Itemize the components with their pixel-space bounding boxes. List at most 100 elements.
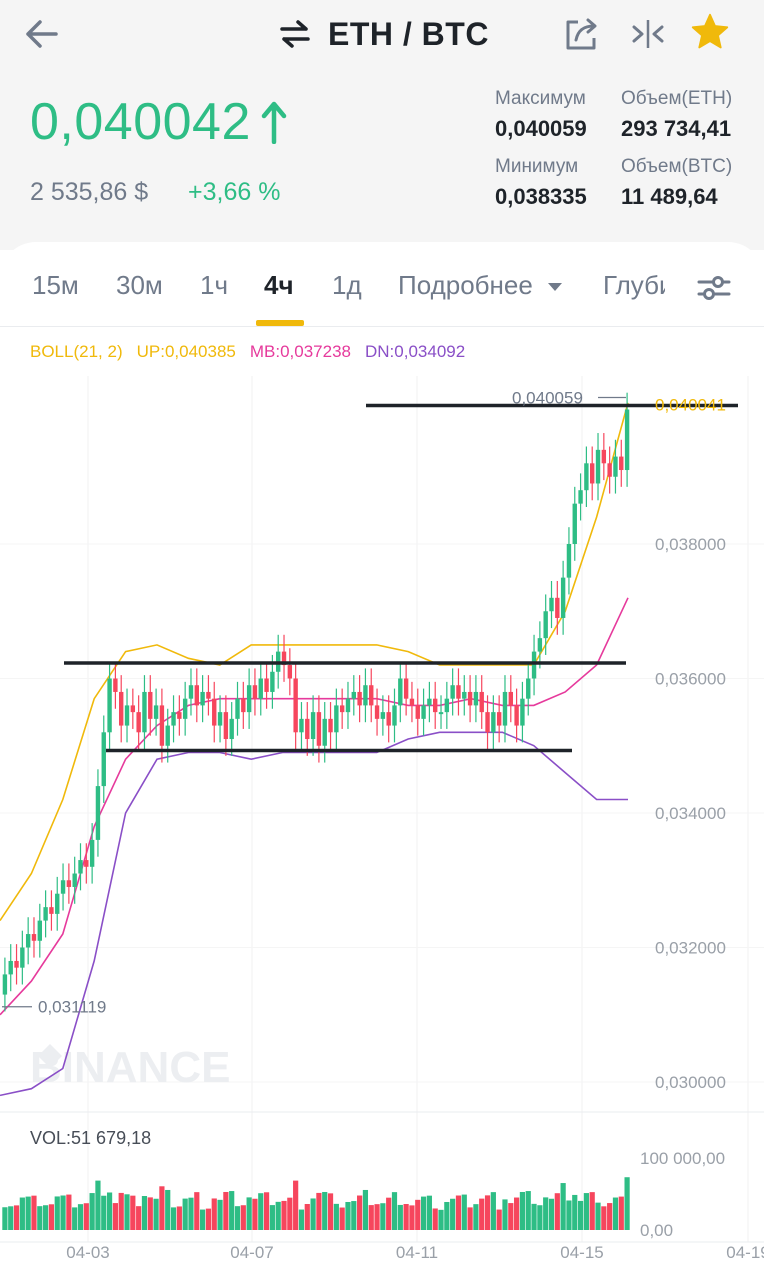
candle-body bbox=[310, 712, 316, 740]
star-icon[interactable] bbox=[690, 12, 730, 52]
tab-more[interactable]: Подробнее bbox=[398, 270, 564, 301]
drawn-lines bbox=[64, 403, 738, 753]
candle-body bbox=[566, 544, 572, 578]
arrow-left-icon[interactable] bbox=[22, 16, 62, 52]
price-annotations: 0,040059 0,040041 0,031119 bbox=[2, 389, 726, 1017]
last-price-value: 0,040042 bbox=[30, 93, 251, 151]
compare-icon[interactable] bbox=[628, 14, 668, 54]
candle-body bbox=[409, 698, 415, 706]
volume-bar bbox=[455, 1195, 462, 1230]
time-axis: 04-03 04-07 04-11 04-15 04-19 bbox=[66, 1243, 764, 1262]
volume-bar bbox=[391, 1192, 398, 1230]
tab-depth[interactable]: Глуби bbox=[603, 270, 665, 300]
fiat-price: 2 535,86 $ bbox=[30, 178, 149, 206]
candle-body bbox=[479, 691, 484, 713]
volume-bar bbox=[83, 1203, 89, 1230]
candle-body bbox=[14, 960, 19, 968]
volume-bar bbox=[420, 1196, 427, 1230]
volume-bar bbox=[397, 1204, 403, 1230]
candle-body bbox=[223, 712, 229, 740]
candle-body bbox=[113, 678, 118, 692]
tab-4h[interactable]: 4ч bbox=[264, 270, 294, 300]
candle-body bbox=[72, 873, 77, 887]
arrow-up-icon bbox=[261, 101, 287, 144]
volume-bar bbox=[409, 1205, 415, 1230]
pair-title: ETH / BTC bbox=[328, 15, 489, 52]
candle-body bbox=[369, 685, 374, 706]
volume-bar bbox=[229, 1191, 235, 1230]
candle-body bbox=[357, 691, 362, 706]
volume-bar bbox=[386, 1197, 392, 1230]
price-change: +3,66 % bbox=[188, 178, 281, 206]
price-chart[interactable]: BINANCE 0,038000 0,036000 0,034000 0,032000… bbox=[0, 376, 764, 1280]
volume-bar bbox=[362, 1189, 369, 1230]
volume-bar bbox=[8, 1206, 14, 1230]
candle-body bbox=[624, 409, 630, 471]
volume-bar bbox=[25, 1196, 31, 1230]
price-axis-label: 0,038000 bbox=[655, 535, 726, 554]
volume-bar bbox=[339, 1207, 345, 1230]
volume-bar bbox=[147, 1197, 153, 1230]
volume-bar bbox=[345, 1201, 351, 1230]
volume-bar bbox=[43, 1205, 49, 1230]
tab-1d[interactable]: 1д bbox=[332, 270, 362, 300]
volume-bar bbox=[607, 1203, 613, 1230]
candle-body bbox=[456, 685, 461, 699]
time-axis-label: 04-07 bbox=[230, 1243, 273, 1262]
volume-eth-label: Объем(ETH) bbox=[621, 88, 733, 109]
tab-15m[interactable]: 15м bbox=[32, 270, 79, 300]
volume-bar bbox=[537, 1205, 543, 1230]
price-axis: 0,038000 0,036000 0,034000 0,032000 0,030000 bbox=[655, 535, 726, 1092]
share-icon[interactable] bbox=[562, 14, 602, 54]
candle-body bbox=[206, 691, 211, 699]
price-axis-label: 0,036000 bbox=[655, 670, 726, 689]
volume-bar bbox=[403, 1204, 409, 1230]
volume-bar bbox=[159, 1186, 165, 1230]
binance-logo-icon bbox=[38, 1044, 62, 1068]
candle-body bbox=[462, 691, 467, 699]
volume-bar bbox=[618, 1196, 624, 1230]
volume-bar bbox=[479, 1198, 485, 1230]
tab-1h[interactable]: 1ч bbox=[200, 270, 229, 300]
boll-up: UP:0,040385 bbox=[136, 342, 236, 361]
volume-bar bbox=[461, 1194, 467, 1230]
volume-bar bbox=[72, 1207, 78, 1230]
last-price-label: 0,040041 bbox=[655, 396, 726, 415]
volume-bar bbox=[118, 1192, 124, 1230]
volume-bar bbox=[258, 1193, 264, 1230]
volume-bars: 100 000,00 0,00 bbox=[2, 1149, 725, 1240]
candle-body bbox=[84, 860, 89, 867]
volume-bar bbox=[589, 1192, 595, 1230]
candle-body bbox=[514, 705, 519, 726]
candle-body bbox=[20, 947, 25, 968]
volume-bar bbox=[351, 1201, 357, 1230]
candle-body bbox=[485, 712, 490, 733]
candle-body bbox=[136, 712, 141, 733]
volume-bar bbox=[200, 1209, 206, 1230]
candle-body bbox=[537, 638, 543, 652]
candle-body bbox=[543, 611, 548, 639]
volume-bar bbox=[211, 1198, 217, 1230]
volume-bar bbox=[531, 1203, 537, 1230]
settings-sliders-icon[interactable] bbox=[696, 270, 732, 306]
candle-body bbox=[578, 490, 583, 504]
volume-bar bbox=[554, 1193, 560, 1230]
candle-body bbox=[334, 705, 339, 733]
tab-30m[interactable]: 30м bbox=[116, 270, 163, 300]
high-label: Максимум bbox=[495, 88, 586, 109]
volume-bar bbox=[194, 1192, 200, 1230]
low-price-label: 0,031119 bbox=[38, 998, 106, 1017]
volume-bar bbox=[508, 1203, 514, 1230]
volume-bar bbox=[368, 1205, 374, 1230]
candle-body bbox=[491, 712, 496, 733]
top-bar: ETH / BTC bbox=[0, 0, 764, 70]
volume-bar bbox=[101, 1195, 107, 1230]
time-axis-label: 04-03 bbox=[66, 1243, 109, 1262]
candle-body bbox=[95, 786, 101, 840]
volume-bar bbox=[170, 1207, 177, 1230]
candle-body bbox=[351, 691, 356, 699]
chart-panel bbox=[0, 242, 764, 1280]
pair-selector[interactable]: ETH / BTC bbox=[278, 12, 489, 56]
volume-bar bbox=[601, 1206, 607, 1230]
volume-bar bbox=[525, 1191, 531, 1230]
